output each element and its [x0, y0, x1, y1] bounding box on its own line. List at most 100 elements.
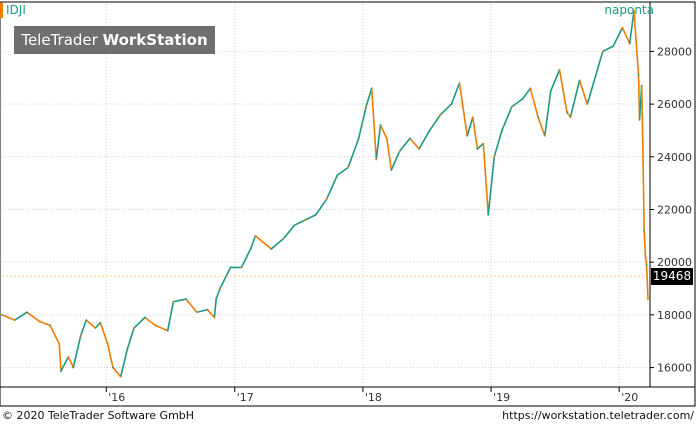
data-point [633, 9, 635, 12]
period-label[interactable]: naponta [604, 3, 654, 17]
y-tick-label: 28000 [657, 45, 692, 58]
data-point [249, 248, 252, 250]
data-point [213, 316, 216, 319]
series-segment [633, 9, 640, 76]
data-point [99, 321, 102, 324]
series-segment [428, 113, 442, 132]
data-point [450, 103, 453, 106]
symbol-label[interactable]: IDJI [6, 3, 26, 17]
data-point [612, 45, 615, 48]
series-segment [249, 235, 257, 250]
y-tick-labels: 16000 18000 20000 22000 24000 26000 28000 [650, 45, 692, 375]
data-point [185, 298, 187, 300]
series-segment [72, 335, 82, 369]
x-tick-label: '20 [621, 391, 638, 404]
series-segment [67, 356, 75, 369]
data-point [370, 87, 373, 90]
series-segment [213, 298, 217, 319]
data-point [126, 348, 129, 351]
series-segment [99, 321, 109, 345]
data-point [293, 224, 296, 227]
series-segment [49, 324, 61, 345]
series-segment [628, 9, 635, 45]
data-point [119, 375, 122, 378]
series-segment [510, 98, 524, 108]
data-point [638, 119, 641, 121]
series-segment [1, 314, 16, 321]
data-point [640, 84, 643, 87]
series-segment [578, 79, 589, 105]
series-segment [521, 87, 532, 100]
series-segment [13, 311, 28, 321]
series-segment [537, 116, 546, 137]
series-segment [270, 237, 285, 250]
series-segment [185, 298, 198, 314]
series-segment [642, 159, 645, 232]
data-point [643, 229, 646, 232]
series-segment [304, 213, 317, 221]
data-point [628, 42, 631, 45]
data-point [487, 213, 490, 216]
y-tick-label: 22000 [657, 203, 692, 216]
data-point [621, 26, 624, 29]
data-point [229, 266, 232, 269]
series-segment [601, 45, 615, 53]
series-segment [133, 316, 146, 329]
data-point [439, 113, 442, 116]
data-point [647, 298, 649, 300]
data-point [645, 263, 648, 266]
data-point [642, 159, 644, 162]
data-point [67, 356, 70, 358]
series-segment [418, 129, 431, 150]
series-segment [166, 300, 175, 332]
series-segment [347, 137, 360, 169]
data-point [112, 366, 114, 369]
last-price-badge: 19468 [651, 267, 693, 285]
series-segment [482, 142, 490, 216]
data-point [1, 313, 3, 316]
data-point [418, 147, 420, 150]
data-point [476, 147, 479, 150]
data-point [336, 174, 339, 177]
series-segment [119, 348, 129, 378]
data-point [133, 327, 135, 329]
x-axis-frame [0, 386, 696, 407]
data-point [578, 79, 581, 82]
data-point [304, 219, 306, 221]
data-point [282, 237, 285, 240]
series-segment [172, 298, 187, 303]
data-point [537, 116, 540, 119]
chart-background [0, 0, 696, 407]
series-segment [409, 137, 420, 150]
data-point [521, 97, 524, 100]
data-point [195, 311, 198, 314]
brand-light: TeleTrader [21, 31, 103, 49]
series-segment [293, 219, 306, 227]
data-point [428, 129, 431, 132]
x-tick-labels: '16 '17 '18 '19 '20 [105, 387, 638, 404]
data-point [549, 90, 552, 92]
data-point [58, 342, 61, 345]
data-point [510, 105, 513, 108]
grid [2, 4, 648, 386]
data-point [314, 213, 317, 216]
data-point [466, 134, 469, 137]
data-point [106, 342, 109, 345]
data-point [493, 155, 496, 158]
series-segment [196, 308, 209, 314]
data-point [398, 150, 401, 153]
data-point [375, 158, 378, 161]
series-segment [215, 287, 221, 300]
data-point [254, 234, 257, 237]
footer-url[interactable]: https://workstation.teletrader.com/ [502, 409, 694, 422]
series-segment [493, 129, 503, 158]
y-tick-label: 18000 [657, 309, 692, 322]
data-point [154, 324, 157, 327]
data-point [143, 316, 146, 319]
data-point [482, 142, 485, 145]
data-point [601, 50, 604, 53]
series-segment [390, 150, 401, 171]
series-segment [282, 224, 296, 240]
data-point [166, 329, 169, 332]
data-point [471, 116, 474, 119]
